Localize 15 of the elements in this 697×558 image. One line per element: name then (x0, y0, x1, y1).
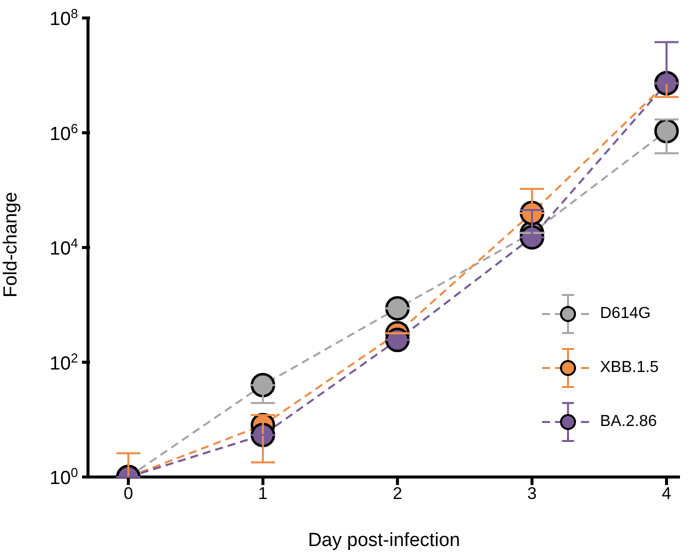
y-tick-label: 10$^{2}$ (50, 350, 78, 374)
y-tick-label: 10$^{8}$ (50, 6, 78, 30)
y-axis-title: Fold-change (0, 192, 22, 298)
x-axis-title: Day post-infection (308, 530, 460, 551)
x-tick-label: 3 (527, 484, 537, 504)
x-tick-label: 0 (124, 484, 134, 504)
y-tick-label: 10$^{6}$ (50, 120, 78, 145)
y-tick-label: 10$^{4}$ (50, 235, 78, 260)
legend-label: XBB.1.5 (600, 359, 659, 377)
legend-label: D614G (600, 305, 651, 323)
y-tick-label: 10$^{0}$ (50, 464, 78, 489)
x-tick-label: 4 (662, 484, 672, 504)
legend-label: BA.2.86 (600, 413, 657, 431)
x-tick-label: 1 (258, 484, 268, 504)
x-tick-label: 2 (392, 484, 402, 504)
